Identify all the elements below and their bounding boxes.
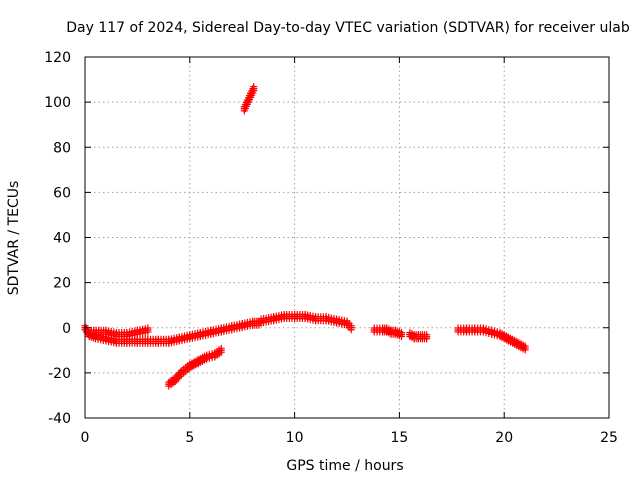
data-point-marker [175, 335, 183, 343]
data-point-marker [176, 373, 184, 381]
data-point-marker [291, 312, 299, 320]
data-point-marker [207, 328, 215, 336]
data-point-marker [171, 376, 179, 384]
data-point-marker [186, 333, 194, 341]
data-point-marker [423, 333, 431, 341]
data-point-marker [243, 98, 251, 106]
data-point-marker [247, 91, 255, 99]
x-tick-label: 20 [495, 430, 513, 446]
data-point-marker [133, 328, 141, 336]
x-tick-label: 0 [81, 430, 90, 446]
data-point-marker [521, 344, 529, 352]
data-point-marker [249, 319, 257, 327]
data-point-marker [102, 328, 110, 336]
data-point-marker [280, 312, 288, 320]
data-point-marker [144, 326, 152, 334]
x-tick-label: 15 [390, 430, 408, 446]
data-point-marker [471, 326, 479, 334]
data-point-marker [322, 315, 330, 323]
data-point-marker [177, 369, 185, 377]
data-point-marker [186, 362, 194, 370]
y-tick-label: 20 [53, 276, 71, 292]
data-point-marker [383, 326, 391, 334]
data-point-marker [333, 317, 341, 325]
grid-lines [85, 57, 609, 418]
x-tick-label: 10 [286, 430, 304, 446]
x-tick-label: 5 [185, 430, 194, 446]
data-point-marker [211, 351, 219, 359]
data-point-marker [270, 315, 278, 323]
data-point-marker [301, 312, 309, 320]
series-cluster-16h [406, 329, 431, 343]
data-point-marker [196, 331, 204, 339]
data-point-marker [391, 328, 399, 336]
data-point-marker [203, 353, 211, 361]
data-point-marker [347, 324, 355, 332]
data-point-marker [257, 317, 265, 325]
data-point-marker [513, 340, 521, 348]
data-point-marker [406, 331, 414, 339]
data-point-marker [154, 337, 162, 345]
chart-title: Day 117 of 2024, Sidereal Day-to-day VTE… [66, 20, 630, 36]
series-mid-arc [257, 310, 355, 334]
data-point-marker [123, 331, 131, 339]
data-point-marker [370, 326, 378, 334]
y-tick-label: 40 [53, 231, 71, 247]
data-point-marker [454, 326, 462, 334]
axis-ticks: 0 5 10 15 20 25 -40 -20 0 20 40 60 80 100 120 [44, 50, 618, 446]
data-point-marker [165, 337, 173, 345]
data-points [81, 83, 529, 390]
data-point-marker [312, 315, 320, 323]
data-point-marker [133, 337, 141, 345]
series-early-upper-band [87, 324, 152, 341]
data-point-marker [194, 358, 202, 366]
data-point-marker [165, 380, 173, 388]
series-outlier-track [240, 83, 258, 115]
y-tick-label: 80 [53, 140, 71, 156]
series-late-arc [454, 324, 529, 354]
y-tick-label: 60 [53, 185, 71, 201]
x-axis-title: GPS time / hours [286, 458, 403, 474]
data-point-marker [144, 337, 152, 345]
data-point-marker [250, 85, 258, 93]
data-point-marker [112, 331, 120, 339]
series-descending-track [165, 344, 225, 390]
y-tick-label: 120 [44, 50, 71, 66]
data-point-marker [217, 326, 225, 334]
data-point-marker [488, 328, 496, 336]
x-tick-label: 25 [600, 430, 618, 446]
series-isolated-points [370, 324, 405, 341]
data-point-marker [240, 105, 248, 113]
data-point-marker [174, 374, 182, 382]
y-tick-label: 100 [44, 95, 71, 111]
data-point-marker [217, 346, 225, 354]
data-point-marker [479, 326, 487, 334]
data-point-marker [343, 319, 351, 327]
y-tick-label: -40 [48, 411, 71, 427]
data-point-marker [238, 321, 246, 329]
data-point-marker [397, 331, 405, 339]
y-tick-label: -20 [48, 366, 71, 382]
data-point-marker [496, 331, 504, 339]
y-tick-label: 0 [62, 321, 71, 337]
data-point-marker [87, 328, 95, 336]
data-point-marker [504, 335, 512, 343]
data-point-marker [462, 326, 470, 334]
y-axis-title: SDTVAR / TECUs [6, 181, 22, 296]
data-point-marker [228, 324, 236, 332]
